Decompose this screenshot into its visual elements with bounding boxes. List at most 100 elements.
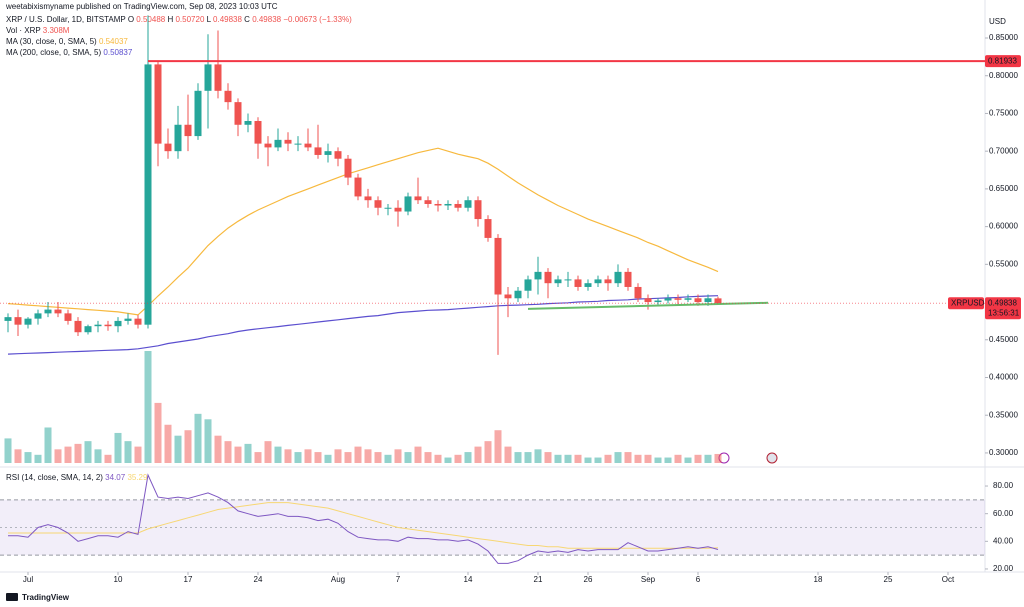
candle-body xyxy=(454,203,462,208)
x-tick-label: 18 xyxy=(814,575,823,584)
candle-body xyxy=(614,271,622,284)
candle-body xyxy=(44,309,52,314)
candle-body xyxy=(224,90,232,103)
candle-body xyxy=(184,124,192,137)
hline-tag xyxy=(985,55,1021,68)
symbol-line-part: O xyxy=(128,15,134,24)
candle-body xyxy=(564,279,572,281)
volume-bar xyxy=(694,454,702,463)
logo-mark xyxy=(6,593,18,601)
volume-bar xyxy=(364,449,372,463)
volume-bar xyxy=(274,446,282,463)
volume-bar xyxy=(194,413,202,463)
candle-body xyxy=(194,90,202,137)
candle-body xyxy=(574,279,582,287)
candle-body xyxy=(204,64,212,91)
currency-label: USD xyxy=(989,17,1006,26)
volume-bar xyxy=(104,454,112,463)
volume-bar xyxy=(134,446,142,463)
volume-bar xyxy=(174,435,182,463)
volume-bar xyxy=(544,452,552,463)
volume-bar xyxy=(264,441,272,463)
volume-bar xyxy=(374,452,382,463)
y-tick-label: 0.40000 xyxy=(989,373,1018,382)
ma-legend: MA (200, close, 0, SMA, 5) 0.50837 xyxy=(6,48,133,57)
candle-body xyxy=(434,203,442,206)
candle-body xyxy=(34,313,42,319)
flag-icon[interactable] xyxy=(766,452,778,464)
countdown: 13:56:31 xyxy=(988,308,1020,317)
candle-body xyxy=(284,139,292,144)
rsi-legend-part: 34.07 xyxy=(105,473,126,482)
candle-body xyxy=(714,298,722,304)
candle-body xyxy=(404,196,412,212)
volume-bar xyxy=(214,435,222,463)
volume-legend-part: 3.308M xyxy=(43,26,70,35)
symbol-line-part: XRP / U.S. Dollar, 1D, BITSTAMP xyxy=(6,15,126,24)
candle-body xyxy=(264,143,272,148)
x-tick-label: 21 xyxy=(534,575,543,584)
volume-bar xyxy=(44,427,52,463)
volume-bar xyxy=(484,441,492,463)
volume-bar xyxy=(94,449,102,463)
x-tick-label: Jul xyxy=(23,575,33,584)
candle-body xyxy=(254,120,262,144)
y-tick-label: 0.65000 xyxy=(989,184,1018,193)
x-tick-label: 17 xyxy=(184,575,193,584)
rsi-tick-label: 60.00 xyxy=(993,509,1014,518)
moving-average xyxy=(7,147,719,316)
volume-bar xyxy=(574,454,582,463)
volume-bar xyxy=(144,351,152,463)
x-tick-label: 6 xyxy=(696,575,701,584)
candle-body xyxy=(344,158,352,178)
volume-bar xyxy=(514,452,522,463)
candle-body xyxy=(674,298,682,300)
candle-body xyxy=(104,324,112,327)
candle-body xyxy=(684,298,692,300)
volume-bar xyxy=(494,430,502,463)
volume-bar xyxy=(384,454,392,463)
volume-legend-part: Vol · XRP xyxy=(6,26,41,35)
volume-bar xyxy=(414,446,422,463)
volume-legend: Vol · XRP 3.308M xyxy=(6,26,70,35)
y-tick-label: 0.80000 xyxy=(989,71,1018,80)
candle-body xyxy=(624,271,632,287)
volume-bar xyxy=(634,454,642,463)
volume-bar xyxy=(654,457,662,463)
candle-body xyxy=(304,143,312,148)
volume-bar xyxy=(354,446,362,463)
hline-label: 0.81933 xyxy=(988,56,1017,65)
volume-bar xyxy=(564,454,572,463)
candle-body xyxy=(354,177,362,197)
volume-bar xyxy=(674,454,682,463)
volume-bar xyxy=(614,452,622,463)
volume-bar xyxy=(254,452,262,463)
volume-bar xyxy=(4,438,12,463)
volume-bar xyxy=(664,457,672,463)
volume-bar xyxy=(504,446,512,463)
candle-body xyxy=(504,294,512,299)
candle-body xyxy=(494,237,502,295)
volume-bar xyxy=(394,449,402,463)
candle-body xyxy=(114,320,122,327)
y-tick-label: 0.35000 xyxy=(989,410,1018,419)
volume-bar xyxy=(84,441,92,463)
candle-body xyxy=(54,309,62,314)
volume-bar xyxy=(344,452,352,463)
volume-bar xyxy=(714,453,722,463)
candle-body xyxy=(524,279,532,291)
y-tick-label: 0.85000 xyxy=(989,33,1018,42)
candle-body xyxy=(124,318,132,321)
x-tick-label: 26 xyxy=(584,575,593,584)
volume-bar xyxy=(604,454,612,463)
volume-bar xyxy=(454,454,462,463)
candle-body xyxy=(554,279,562,284)
candle-body xyxy=(244,120,252,125)
trendline xyxy=(527,301,769,310)
footer-logo: TradingView xyxy=(6,593,70,602)
volume-bar xyxy=(444,457,452,463)
volume-bar xyxy=(124,441,132,463)
volume-bar xyxy=(184,430,192,463)
volume-bar xyxy=(424,452,432,463)
